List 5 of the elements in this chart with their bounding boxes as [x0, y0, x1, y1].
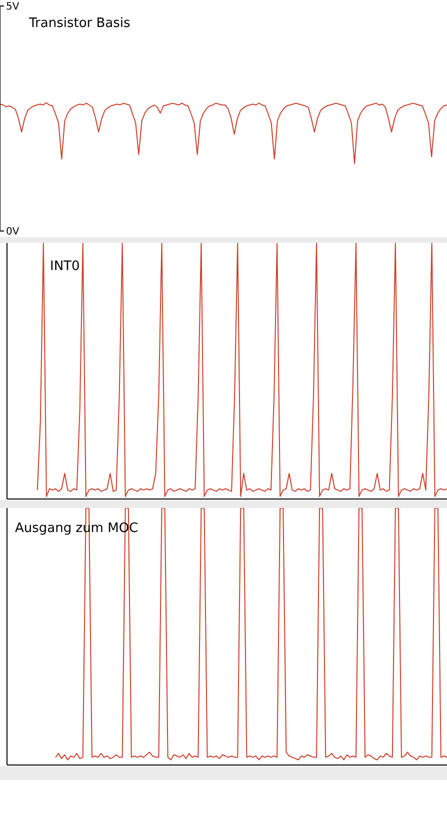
text: INT0 — [50, 259, 80, 275]
text: Transistor Basis — [29, 16, 130, 32]
line-series — [0, 102, 447, 164]
y-tick-label: 0V — [6, 226, 20, 238]
y-tick-label: 5V — [6, 2, 20, 13]
